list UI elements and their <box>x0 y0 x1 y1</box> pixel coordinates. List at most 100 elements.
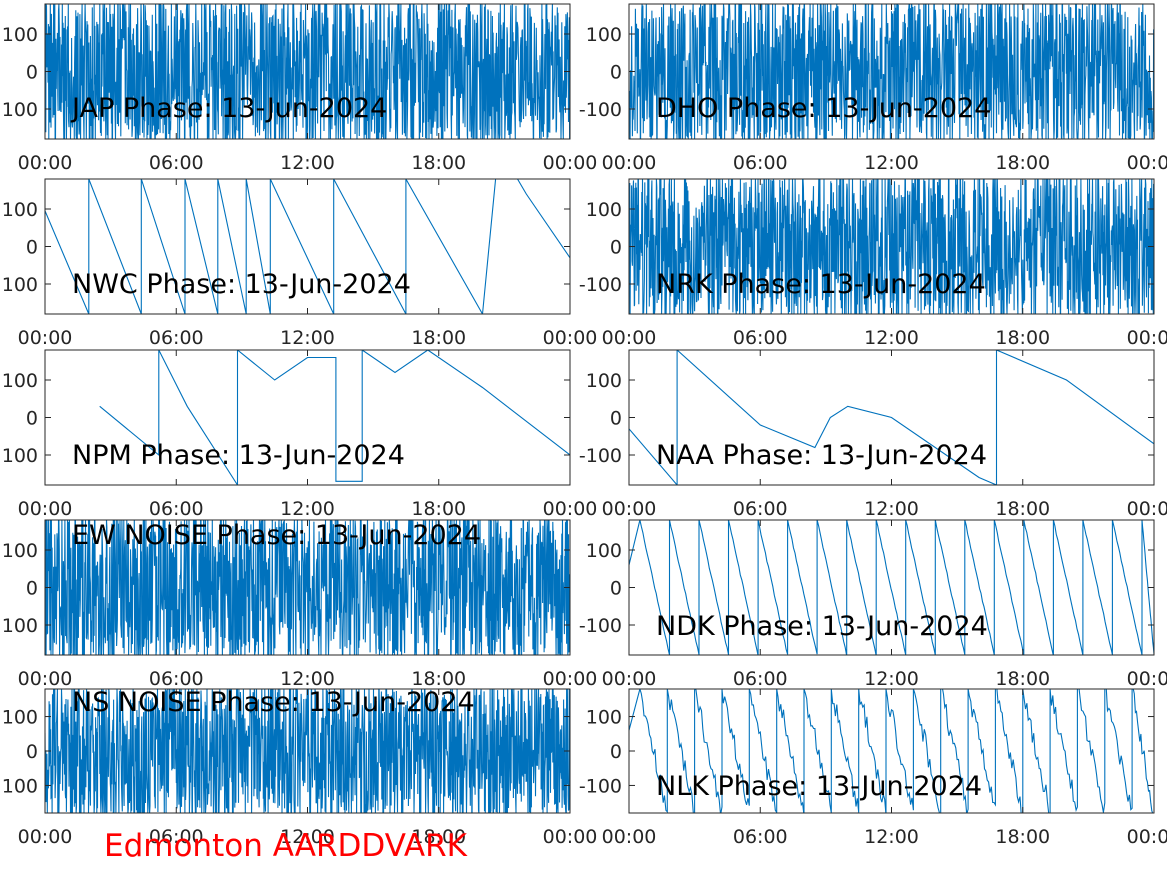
y-tick-label: 100 <box>2 370 38 392</box>
y-tick-label: 0 <box>26 408 38 430</box>
panel-title: DHO Phase: 13-Jun-2024 <box>656 93 991 124</box>
x-tick-label: 00:00 <box>1127 826 1167 848</box>
y-tick-label: 100 <box>2 199 38 221</box>
x-tick-label: 18:00 <box>411 327 466 349</box>
y-tick-label: 100 <box>2 445 38 467</box>
y-tick-label: 100 <box>586 707 622 729</box>
y-tick-label: 100 <box>2 274 38 296</box>
x-tick-label: 12:00 <box>280 152 335 174</box>
x-tick-label: 00:00 <box>543 668 598 690</box>
panel-title: NLK Phase: 13-Jun-2024 <box>656 771 982 802</box>
trace-line <box>99 350 570 485</box>
panel-6: 100 0 -100 00:00 06:00 12:00 18:00 00:00 NAA Pha… <box>579 349 1167 520</box>
x-tick-label: 12:00 <box>864 498 919 520</box>
y-tick-label: 100 <box>2 540 38 562</box>
y-tick-label: 100 <box>2 24 38 46</box>
x-tick-label: 12:00 <box>280 668 335 690</box>
x-tick-label: 06:00 <box>733 668 788 690</box>
trace-line <box>45 4 570 139</box>
y-tick-label: 100 <box>586 370 622 392</box>
x-tick-label: 00:00 <box>602 152 657 174</box>
x-tick-label: 00:00 <box>18 668 73 690</box>
x-tick-label: 00:00 <box>1127 152 1167 174</box>
x-tick-label: 18:00 <box>995 152 1050 174</box>
x-tick-label: 12:00 <box>280 327 335 349</box>
x-tick-label: 00:00 <box>543 327 598 349</box>
y-tick-label: -100 <box>579 615 622 637</box>
panel-1: 100 0 100 00:00 06:00 12:00 18:00 00:00 JAP Phas… <box>2 3 598 174</box>
x-tick-label: 00:00 <box>602 327 657 349</box>
x-tick-label: 18:00 <box>995 327 1050 349</box>
y-tick-label: 0 <box>610 62 622 84</box>
x-tick-label: 00:00 <box>602 668 657 690</box>
station-title: Edmonton AARDDVARK <box>104 828 468 864</box>
panel-title: NRK Phase: 13-Jun-2024 <box>656 269 986 300</box>
x-tick-label: 00:00 <box>18 327 73 349</box>
x-tick-label: 00:00 <box>18 826 73 848</box>
y-tick-label: 0 <box>26 578 38 600</box>
y-tick-label: -100 <box>579 99 622 121</box>
x-tick-label: 06:00 <box>733 498 788 520</box>
x-tick-label: 12:00 <box>280 498 335 520</box>
y-tick-label: 0 <box>26 62 38 84</box>
y-tick-label: 0 <box>26 741 38 763</box>
y-tick-label: 100 <box>586 199 622 221</box>
panel-title: NWC Phase: 13-Jun-2024 <box>72 269 411 300</box>
panel-title: NAA Phase: 13-Jun-2024 <box>656 440 987 471</box>
trace-line <box>629 4 1154 139</box>
y-tick-label: 100 <box>2 707 38 729</box>
x-tick-label: 18:00 <box>995 826 1050 848</box>
x-tick-label: 00:00 <box>543 498 598 520</box>
y-tick-label: 100 <box>2 615 38 637</box>
x-tick-label: 06:00 <box>149 668 204 690</box>
panel-5: 100 0 100 00:00 06:00 12:00 18:00 00:00 NPM Phas… <box>2 349 598 520</box>
y-tick-label: 0 <box>610 408 622 430</box>
panel-4: 100 0 -100 00:00 06:00 12:00 18:00 00:00 NRK Pha… <box>579 178 1167 349</box>
x-tick-label: 12:00 <box>864 826 919 848</box>
y-tick-label: 100 <box>2 99 38 121</box>
x-tick-label: 18:00 <box>411 152 466 174</box>
x-tick-label: 18:00 <box>411 668 466 690</box>
trace-line <box>629 179 1154 314</box>
x-tick-label: 06:00 <box>149 826 204 848</box>
trace-line <box>45 520 570 655</box>
y-tick-label: 0 <box>610 578 622 600</box>
x-tick-label: 00:00 <box>1127 498 1167 520</box>
y-tick-label: -100 <box>579 445 622 467</box>
panel-7: 100 0 100 00:00 06:00 12:00 18:00 00:00 EW NOISE… <box>2 519 598 690</box>
x-tick-label: 06:00 <box>149 498 204 520</box>
panel-8: 100 0 -100 00:00 06:00 12:00 18:00 00:00 NDK Pha… <box>579 519 1167 690</box>
x-tick-label: 18:00 <box>995 498 1050 520</box>
panel-title: EW NOISE Phase: 13-Jun-2024 <box>72 520 481 551</box>
x-tick-label: 12:00 <box>864 152 919 174</box>
x-tick-label: 12:00 <box>280 826 335 848</box>
x-tick-label: 18:00 <box>995 668 1050 690</box>
x-tick-label: 06:00 <box>149 327 204 349</box>
x-tick-label: 18:00 <box>411 826 466 848</box>
x-tick-label: 00:00 <box>543 152 598 174</box>
panel-10: 100 0 -100 00:00 06:00 12:00 18:00 00:00 NLK Pha… <box>579 688 1167 848</box>
y-tick-label: 100 <box>586 540 622 562</box>
y-tick-label: 0 <box>610 237 622 259</box>
x-tick-label: 06:00 <box>149 152 204 174</box>
x-tick-label: 00:00 <box>18 498 73 520</box>
trace-line <box>45 179 570 314</box>
panel-3: 100 0 100 00:00 06:00 12:00 18:00 00:00 NWC Phas… <box>2 178 598 349</box>
y-tick-label: 100 <box>586 24 622 46</box>
panel-2: 100 0 -100 00:00 06:00 12:00 18:00 00:00 DHO Pha… <box>579 3 1167 174</box>
trace-line <box>629 689 1154 813</box>
x-tick-label: 00:00 <box>18 152 73 174</box>
x-tick-label: 06:00 <box>733 826 788 848</box>
x-tick-label: 18:00 <box>411 498 466 520</box>
panel-title: NPM Phase: 13-Jun-2024 <box>72 440 405 471</box>
y-tick-label: 0 <box>610 741 622 763</box>
x-tick-label: 00:00 <box>1127 327 1167 349</box>
panel-9: 100 0 100 00:00 06:00 12:00 18:00 00:00 NS NOISE… <box>2 687 598 848</box>
y-tick-label: 100 <box>2 775 38 797</box>
x-tick-label: 12:00 <box>864 327 919 349</box>
x-tick-label: 06:00 <box>733 152 788 174</box>
y-tick-label: 0 <box>26 237 38 259</box>
x-tick-label: 00:00 <box>1127 668 1167 690</box>
panel-title: NDK Phase: 13-Jun-2024 <box>656 611 988 642</box>
